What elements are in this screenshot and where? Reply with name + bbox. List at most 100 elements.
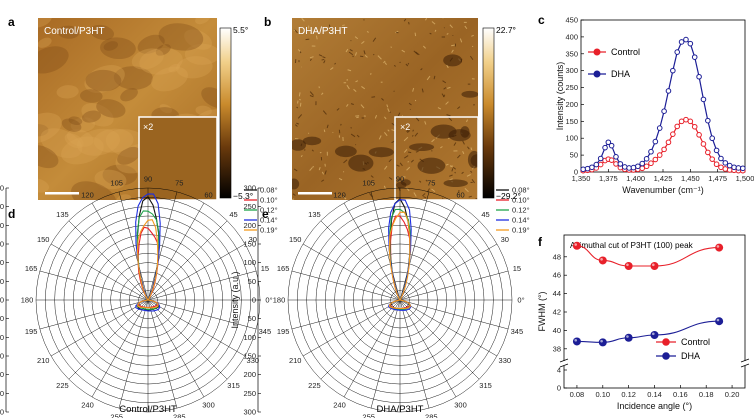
angle-label: 270 [142, 417, 155, 418]
radial-tick-label: 250 [0, 389, 4, 398]
polar-spoke [302, 243, 401, 301]
polar-spoke [399, 299, 498, 357]
polar-spoke [399, 270, 509, 301]
angle-label: 105 [362, 179, 375, 188]
polar-spoke [399, 299, 430, 409]
radial-tick-label: 100 [243, 333, 256, 342]
polar-legend-label: 0.10° [260, 196, 278, 205]
data-point-dha [652, 138, 659, 145]
angle-label: 90 [396, 175, 404, 184]
x-tick-label: 0.12 [621, 390, 636, 399]
polar-spoke [68, 220, 149, 301]
polar-spoke [68, 299, 149, 380]
angle-label: 270 [394, 417, 407, 418]
angle-label: 150 [289, 235, 302, 244]
data-point-control [696, 132, 702, 138]
axis-break [741, 361, 749, 366]
polar-chart-control: 30025020015010050050100150200250300Inten… [0, 175, 278, 418]
angle-label: 225 [308, 381, 321, 390]
data-point-dha [572, 337, 581, 346]
raman-chart: 0 50 100 150 200 250 300 350 400 450 1,350 1,375 1,4… [555, 16, 754, 196]
radial-tick-label: 0 [252, 296, 256, 305]
polar-spoke [343, 202, 401, 301]
image-label-control: Control/P3HT [44, 26, 105, 37]
radial-tick-label: 0 [0, 296, 4, 305]
angle-label: 165 [277, 264, 290, 273]
data-point-control [691, 123, 698, 130]
data-point-dha [665, 88, 672, 94]
polar-spoke [147, 299, 178, 409]
radial-tick-label: 300 [0, 184, 4, 193]
polar-spoke [370, 299, 401, 409]
axis-break-mark [559, 363, 569, 368]
data-point-control [648, 160, 654, 167]
chart-title: Azimuthal cut of P3HT (100) peak [570, 241, 694, 250]
data-point-control [715, 243, 724, 252]
data-point-dha [683, 36, 689, 43]
scale-bar-dha [298, 192, 332, 195]
data-point-dha [597, 155, 604, 162]
angle-label: 225 [56, 381, 69, 390]
y-tick-label: 400 [565, 32, 578, 41]
data-point-control [722, 166, 729, 172]
data-point-dha [656, 125, 663, 131]
data-point-dha [598, 338, 607, 347]
colorbar-control [219, 27, 232, 199]
inset-zoom-label-control: ×2 [143, 122, 153, 132]
data-point-control [687, 118, 694, 125]
data-point-dha [593, 161, 600, 168]
radial-tick-label: 300 [243, 408, 256, 417]
panel-b-letter: b [264, 15, 271, 29]
radial-tick-label: 50 [0, 314, 4, 323]
x-tick-label: 0.18 [699, 390, 714, 399]
data-point-control [624, 262, 633, 270]
inset-box-control [138, 116, 218, 201]
polar-legend-label: 0.10° [512, 196, 530, 205]
data-point-control [705, 149, 711, 156]
radial-tick-label: 100 [0, 258, 4, 267]
x-tick-label: 1,375 [599, 174, 618, 183]
angle-label: 180 [21, 296, 34, 305]
polar-spoke [147, 243, 246, 301]
x-tick-label: 1,425 [654, 174, 673, 183]
data-point-control [598, 256, 607, 265]
y-tick-label: 46 [553, 271, 561, 280]
y-tick-label: 0 [557, 384, 561, 393]
angle-label: 315 [479, 381, 492, 390]
polar-spoke [399, 220, 480, 301]
y-tick-label: 100 [565, 134, 578, 143]
angle-label: 165 [25, 264, 38, 273]
polar-legend-label: 0.08° [260, 186, 278, 195]
angle-label: 210 [289, 356, 302, 365]
polar-spoke [147, 202, 205, 301]
radial-tick-label: 50 [248, 314, 256, 323]
data-point-highlight [652, 332, 655, 336]
data-point-dha [691, 54, 698, 60]
y-tick-label: 50 [570, 151, 578, 160]
polar-spoke [291, 299, 401, 330]
angle-label: 195 [277, 327, 290, 336]
y-tick-label: 350 [565, 49, 578, 58]
panel-f-letter: f [538, 235, 543, 249]
data-point-control [670, 131, 676, 137]
legend-label: Control [681, 337, 710, 347]
radial-tick-label: 250 [243, 202, 256, 211]
polar-spoke [320, 220, 401, 301]
y-tick-label: 250 [565, 83, 578, 92]
y-tick-label: 48 [553, 252, 561, 261]
data-point-control [643, 163, 650, 170]
angle-label: 60 [204, 191, 212, 200]
angle-label: 345 [511, 327, 524, 336]
polar-spoke [147, 299, 257, 330]
polar-legend-label: 0.14° [512, 216, 530, 225]
polar-legend-label: 0.12° [512, 206, 530, 215]
legend-label: Control [611, 47, 640, 57]
data-point-dha [621, 164, 628, 170]
angle-label: 315 [227, 381, 240, 390]
angle-label: 45 [481, 210, 489, 219]
data-point-dha [639, 160, 646, 167]
data-point-highlight [600, 257, 603, 261]
polar-spoke [91, 202, 149, 301]
radial-tick-label: 150 [243, 352, 256, 361]
